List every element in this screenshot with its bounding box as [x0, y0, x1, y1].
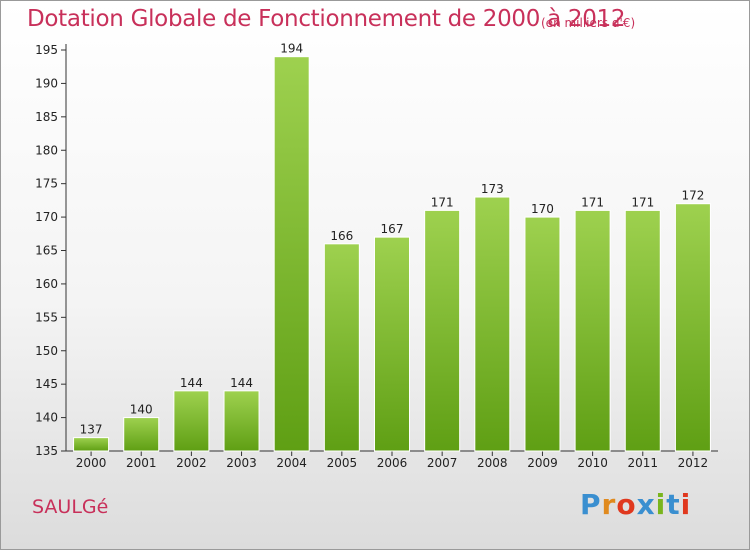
x-tick-label: 2009	[527, 456, 558, 470]
x-tick-label: 2000	[76, 456, 107, 470]
bar-value-label: 144	[180, 376, 203, 390]
y-tick-label: 185	[35, 110, 58, 124]
y-tick-label: 140	[35, 411, 58, 425]
y-tick-label: 175	[35, 177, 58, 191]
bar-value-label: 137	[80, 423, 103, 437]
x-tick-label: 2001	[126, 456, 157, 470]
x-tick-label: 2008	[477, 456, 508, 470]
y-tick-label: 195	[35, 43, 58, 57]
chart-unit-note: (en milliers d'€)	[541, 16, 636, 30]
bar-value-label: 170	[531, 202, 554, 216]
x-tick-label: 2010	[577, 456, 608, 470]
x-tick-label: 2007	[427, 456, 458, 470]
bar-value-label: 171	[631, 195, 654, 209]
y-tick-label: 145	[35, 377, 58, 391]
x-tick-label: 2002	[176, 456, 207, 470]
bar-2006[interactable]	[374, 236, 410, 452]
logo-letter: o	[616, 488, 637, 521]
logo-letter: P	[580, 488, 602, 521]
x-tick-label: 2003	[226, 456, 257, 470]
y-tick-label: 160	[35, 277, 58, 291]
chart-title: Dotation Globale de Fonctionnement de 20…	[27, 6, 626, 32]
x-tick-label: 2004	[276, 456, 307, 470]
logo-letter: i	[655, 488, 667, 521]
bar-2003[interactable]	[223, 390, 260, 452]
bar-value-label: 166	[330, 229, 353, 243]
y-tick-label: 165	[35, 244, 58, 258]
y-tick-label: 150	[35, 344, 58, 358]
bar-2001[interactable]	[123, 417, 160, 452]
bar-2010[interactable]	[574, 209, 611, 452]
logo-letter: i	[680, 488, 692, 521]
bar-2000[interactable]	[73, 437, 110, 452]
city-name: SAULGé	[32, 496, 109, 518]
x-axis: 2000 2001 2002 2003 2004 2005 2006 2007 2008 2009…	[66, 450, 718, 470]
x-tick-label: 2005	[327, 456, 358, 470]
y-axis: 135 140 145 150 155 160 165 170 175 180 185 190 195	[35, 43, 67, 458]
y-tick-label: 190	[35, 76, 58, 90]
bar-2008[interactable]	[474, 196, 511, 452]
bar-value-label: 171	[431, 195, 454, 209]
y-tick-label: 155	[35, 310, 58, 324]
x-tick-label: 2006	[377, 456, 408, 470]
x-tick-label: 2011	[627, 456, 658, 470]
bar-2012[interactable]	[674, 203, 711, 452]
logo-letter: r	[601, 488, 617, 521]
x-tick-label: 2012	[678, 456, 709, 470]
bar-2002[interactable]	[173, 390, 210, 452]
bar-value-label: 140	[130, 403, 153, 417]
logo-letter: x	[636, 488, 656, 521]
bar-value-label: 172	[681, 189, 704, 203]
y-tick-label: 170	[35, 210, 58, 224]
logo-letter: t	[666, 488, 681, 521]
bar-value-label: 194	[280, 42, 303, 56]
bar-2004[interactable]	[273, 56, 310, 452]
bar-2007[interactable]	[424, 209, 461, 452]
y-tick-label: 180	[35, 143, 58, 157]
bar-2005[interactable]	[323, 243, 360, 452]
bar-2009[interactable]	[524, 216, 561, 452]
bars: 137 140 144 144 194 166 167 171 173 170 171 171 172	[73, 42, 711, 452]
bar-value-label: 173	[481, 182, 504, 196]
bar-value-label: 144	[230, 376, 253, 390]
y-tick-label: 135	[35, 444, 58, 458]
bar-value-label: 171	[581, 195, 604, 209]
bar-value-label: 167	[381, 222, 404, 236]
bar-2011[interactable]	[624, 209, 661, 452]
proxiti-logo[interactable]: Proxiti	[580, 488, 691, 521]
